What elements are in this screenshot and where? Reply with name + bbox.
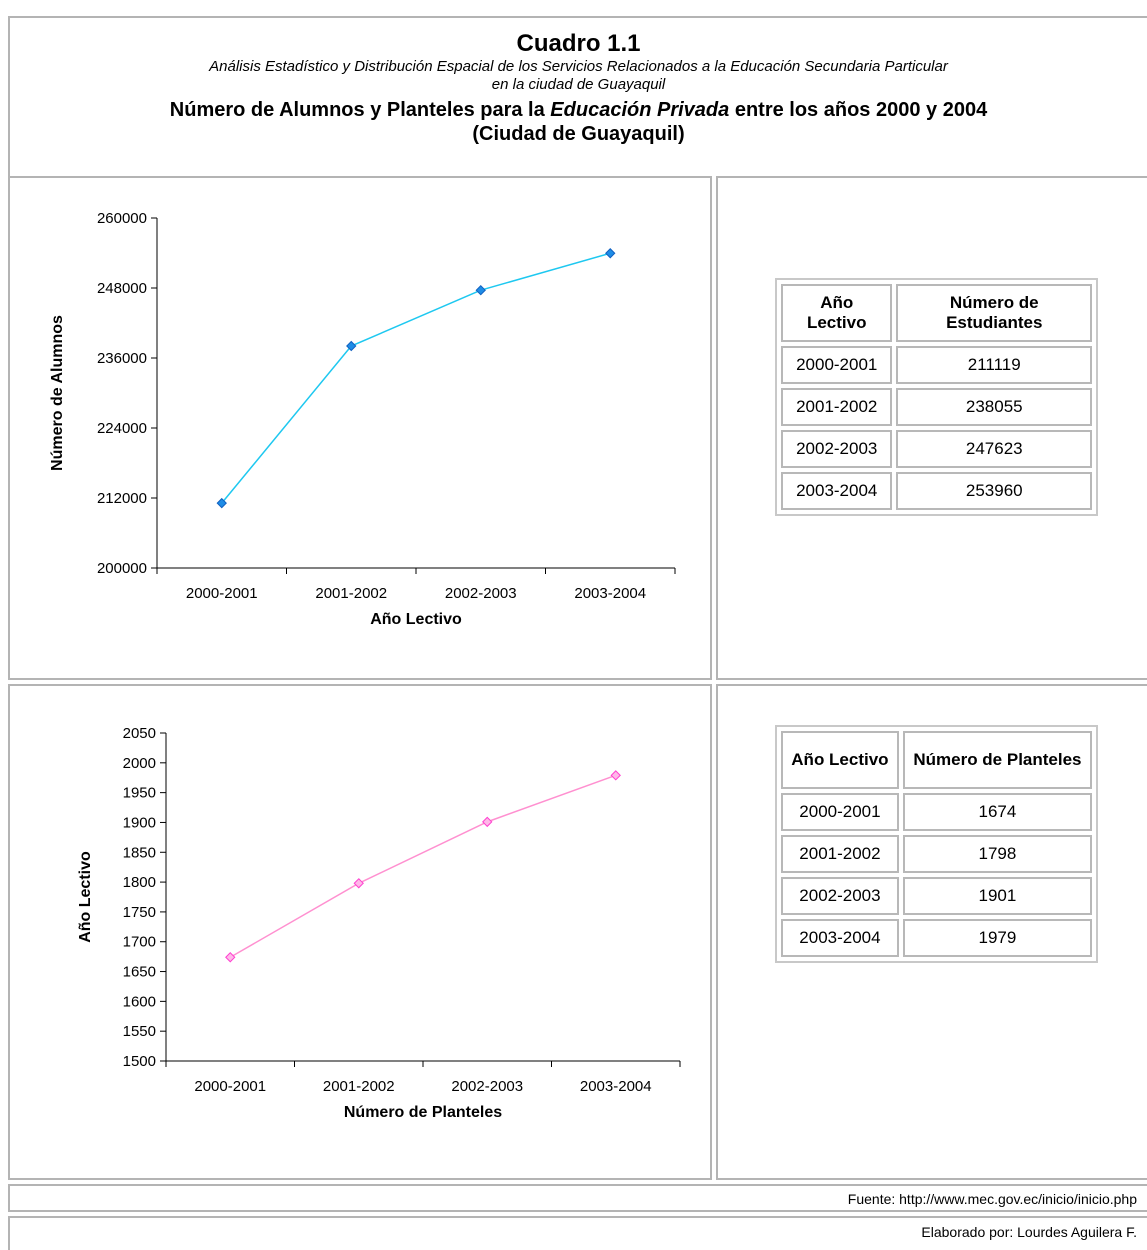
table-cell: 2003-2004 <box>781 919 899 957</box>
table-row: 2002-2003 1901 <box>781 877 1092 915</box>
author-note: Elaborado por: Lourdes Aguilera F. <box>921 1224 1137 1240</box>
data-point-marker <box>482 816 493 828</box>
x-tick-label: 2002-2003 <box>445 585 517 602</box>
x-tick-label: 2000-2001 <box>194 1078 266 1095</box>
chart2-cell: 1500 1550 1600 1650 1700 1750 1800 1850 1900 1950… <box>8 684 712 1180</box>
x-axis-title: Número de Planteles <box>344 1104 502 1121</box>
table-cell: 238055 <box>896 388 1092 426</box>
schools-line-chart: 1500 1550 1600 1650 1700 1750 1800 1850 1900 1950… <box>77 725 681 1121</box>
table-row: 2000-2001 1674 <box>781 793 1092 831</box>
chart1-cell: 200000 212000 224000 236000 248000 260000 2000… <box>8 176 712 680</box>
y-tick-label: 224000 <box>97 420 147 437</box>
y-tick-label: 260000 <box>97 210 147 227</box>
main-heading-post: entre los años 2000 y 2004 <box>729 99 988 121</box>
x-axis-title: Año Lectivo <box>370 611 462 628</box>
table-cell: 253960 <box>896 472 1092 510</box>
table-cell: 2000-2001 <box>781 793 899 831</box>
y-tick-label: 212000 <box>97 490 147 507</box>
y-tick-label: 1800 <box>123 874 156 891</box>
y-axis-title: Número de Alumnos <box>49 315 66 471</box>
series-line <box>221 252 611 504</box>
data-point-marker <box>475 284 486 296</box>
table-cell: 1674 <box>902 793 1092 831</box>
table-cell: 1798 <box>902 835 1092 873</box>
data-point-marker <box>605 248 616 259</box>
data-point-marker <box>353 878 364 889</box>
students-line-chart: 200000 212000 224000 236000 248000 260000 2000… <box>49 210 676 628</box>
report-title: Cuadro 1.1 <box>516 30 641 57</box>
table-header-year: Año Lectivo <box>781 284 893 342</box>
y-tick-label: 1500 <box>123 1053 156 1070</box>
table-cell: 2000-2001 <box>781 346 893 384</box>
y-tick-label: 1600 <box>123 993 156 1010</box>
table-cell: 2001-2002 <box>781 835 899 873</box>
y-tick-label: 2000 <box>123 755 156 772</box>
table-cell: 2001-2002 <box>781 388 893 426</box>
table-row: 2003-2004 253960 <box>781 472 1092 510</box>
schools-table: Año Lectivo Número de Planteles 2000-2001… <box>775 725 1098 963</box>
y-tick-label: 1550 <box>123 1023 156 1040</box>
table-row: 2000-2001 211119 <box>781 346 1092 384</box>
y-tick-label: 1850 <box>123 844 156 861</box>
y-tick-label: 1750 <box>123 904 156 921</box>
x-tick-label: 2000-2001 <box>186 585 258 602</box>
y-tick-label: 236000 <box>97 350 147 367</box>
y-tick-label: 248000 <box>97 280 147 297</box>
y-tick-label: 2050 <box>123 725 156 742</box>
report-subtitle-line2: en la ciudad de Guayaquil <box>491 76 666 93</box>
report-subtitle-line1: Análisis Estadístico y Distribución Espa… <box>209 58 948 75</box>
y-tick-label: 1950 <box>123 785 156 802</box>
y-axis-title: Año Lectivo <box>77 851 94 943</box>
x-tick-label: 2003-2004 <box>580 1078 652 1095</box>
series-line <box>229 774 617 958</box>
students-table: Año Lectivo Número de Estudiantes 2000-20… <box>775 278 1098 516</box>
table-cell: 247623 <box>896 430 1092 468</box>
table-header-year: Año Lectivo <box>781 731 899 789</box>
x-tick-label: 2003-2004 <box>574 585 646 602</box>
report-header: Cuadro 1.1 Análisis Estadístico y Distri… <box>8 16 1147 176</box>
table-row: 2002-2003 247623 <box>781 430 1092 468</box>
y-tick-label: 1900 <box>123 814 156 831</box>
table-cell: 211119 <box>896 346 1092 384</box>
report-main-heading: Número de Alumnos y Planteles para la Ed… <box>10 98 1147 122</box>
data-point-marker <box>610 770 621 781</box>
source-bar: Fuente: http://www.mec.gov.ec/inicio/ini… <box>8 1184 1147 1212</box>
table-row: 2001-2002 238055 <box>781 388 1092 426</box>
data-point-marker <box>216 497 227 509</box>
x-tick-label: 2002-2003 <box>451 1078 523 1095</box>
y-tick-label: 200000 <box>97 560 147 577</box>
y-tick-label: 1700 <box>123 934 156 951</box>
table-row: 2003-2004 1979 <box>781 919 1092 957</box>
data-point-marker <box>225 952 236 963</box>
table-cell: 2003-2004 <box>781 472 893 510</box>
y-tick-label: 1650 <box>123 964 156 981</box>
table-row: 2001-2002 1798 <box>781 835 1092 873</box>
table-cell: 1901 <box>902 877 1092 915</box>
table-header-schools: Número de Planteles <box>902 731 1092 789</box>
table-cell: 2002-2003 <box>781 877 899 915</box>
source-note: Fuente: http://www.mec.gov.ec/inicio/ini… <box>847 1191 1137 1207</box>
x-tick-label: 2001-2002 <box>315 585 387 602</box>
main-heading-emphasis: Educación Privada <box>550 99 730 121</box>
author-bar: Elaborado por: Lourdes Aguilera F. <box>8 1216 1147 1250</box>
data-point-marker <box>346 340 357 352</box>
table-cell: 1979 <box>902 919 1092 957</box>
x-tick-label: 2001-2002 <box>323 1078 395 1095</box>
report-main-heading-line2: (Ciudad de Guayaquil) <box>472 123 685 145</box>
table-cell: 2002-2003 <box>781 430 893 468</box>
main-heading-pre: Número de Alumnos y Planteles para la <box>169 99 551 121</box>
table-header-students: Número de Estudiantes <box>896 284 1092 342</box>
